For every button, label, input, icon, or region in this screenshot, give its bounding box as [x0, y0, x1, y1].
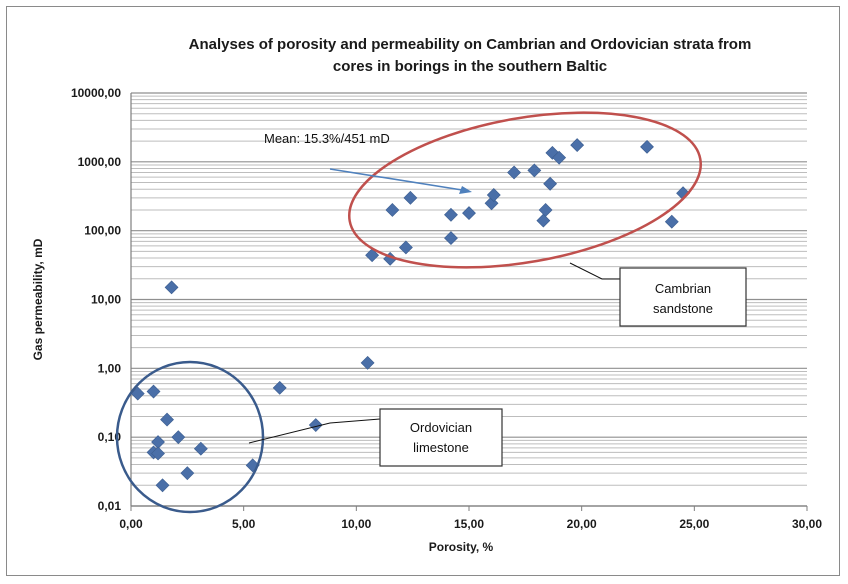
- data-point: [272, 380, 287, 395]
- mean-arrow-head: [459, 186, 472, 194]
- data-point: [403, 190, 418, 205]
- x-tick-label: 0,00: [119, 517, 143, 531]
- ordovician-label-line-1: Ordovician: [410, 420, 472, 435]
- data-point: [444, 207, 458, 222]
- data-point: [151, 446, 165, 461]
- data-point: [507, 165, 521, 180]
- x-tick-label: 25,00: [679, 517, 709, 531]
- data-point: [155, 478, 170, 493]
- data-point: [146, 384, 161, 399]
- data-points: [130, 138, 690, 493]
- data-point: [164, 280, 179, 295]
- cambrian-ellipse: [348, 111, 702, 269]
- data-point: [536, 213, 551, 228]
- mean-arrow: [329, 168, 472, 194]
- data-point: [385, 203, 400, 217]
- data-point: [365, 248, 380, 263]
- cambrian-box: [619, 267, 747, 327]
- y-tick-label: 10000,00: [71, 86, 121, 100]
- x-axis-label: Porosity, %: [429, 540, 494, 554]
- cambrian-leader-line: [569, 262, 620, 280]
- data-point: [444, 231, 458, 246]
- y-axis-label: Gas permeability, mD: [31, 238, 45, 360]
- ordovician-callout: Ordovician limestone: [248, 408, 503, 467]
- chart-title-line-1: Analyses of porosity and permeability on…: [189, 36, 752, 53]
- data-point: [180, 466, 195, 481]
- data-point: [462, 206, 476, 221]
- data-point: [160, 412, 174, 427]
- chart-title-line-2: cores in borings in the southern Baltic: [333, 58, 607, 75]
- cambrian-callout: Cambrian sandstone: [569, 262, 747, 327]
- axes: [130, 93, 808, 511]
- y-tick-label: 0,01: [98, 499, 122, 513]
- data-point: [193, 441, 208, 456]
- y-tick-label: 1,00: [98, 361, 122, 375]
- data-point: [486, 188, 501, 202]
- y-tick-label: 100,00: [84, 224, 121, 238]
- ordovician-label-line-2: limestone: [413, 440, 469, 455]
- data-point: [538, 203, 553, 217]
- data-point: [527, 163, 542, 178]
- data-point: [360, 355, 375, 370]
- x-tick-label: 20,00: [567, 517, 597, 531]
- x-tick-label: 10,00: [341, 517, 371, 531]
- x-tick-label: 30,00: [792, 517, 822, 531]
- data-point: [383, 251, 398, 266]
- y-tick-label: 10,00: [91, 293, 121, 307]
- data-point: [171, 430, 186, 445]
- data-point: [570, 138, 585, 153]
- ordovician-box: [379, 408, 503, 467]
- data-point: [543, 176, 558, 191]
- data-point: [552, 150, 567, 165]
- x-tick-label: 15,00: [454, 517, 484, 531]
- mean-arrow-shaft: [329, 168, 463, 191]
- cambrian-label-line-1: Cambrian: [655, 281, 711, 296]
- y-tick-label: 0,10: [98, 430, 122, 444]
- ordovician-leader-line: [248, 418, 381, 444]
- cambrian-label-line-2: sandstone: [653, 301, 713, 316]
- mean-annotation: Mean: 15.3%/451 mD: [264, 131, 390, 146]
- data-point: [308, 418, 323, 432]
- data-point: [640, 139, 654, 154]
- data-point: [664, 214, 679, 229]
- data-point: [398, 240, 413, 255]
- ordovician-ellipse: [115, 360, 265, 514]
- x-tick-label: 5,00: [232, 517, 256, 531]
- y-tick-label: 1000,00: [78, 155, 122, 169]
- tick-labels: 0,00 5,00 10,00 15,00 20,00 25,00 30,00 0,01 0,1…: [71, 86, 822, 531]
- grid-lines: [131, 92, 807, 507]
